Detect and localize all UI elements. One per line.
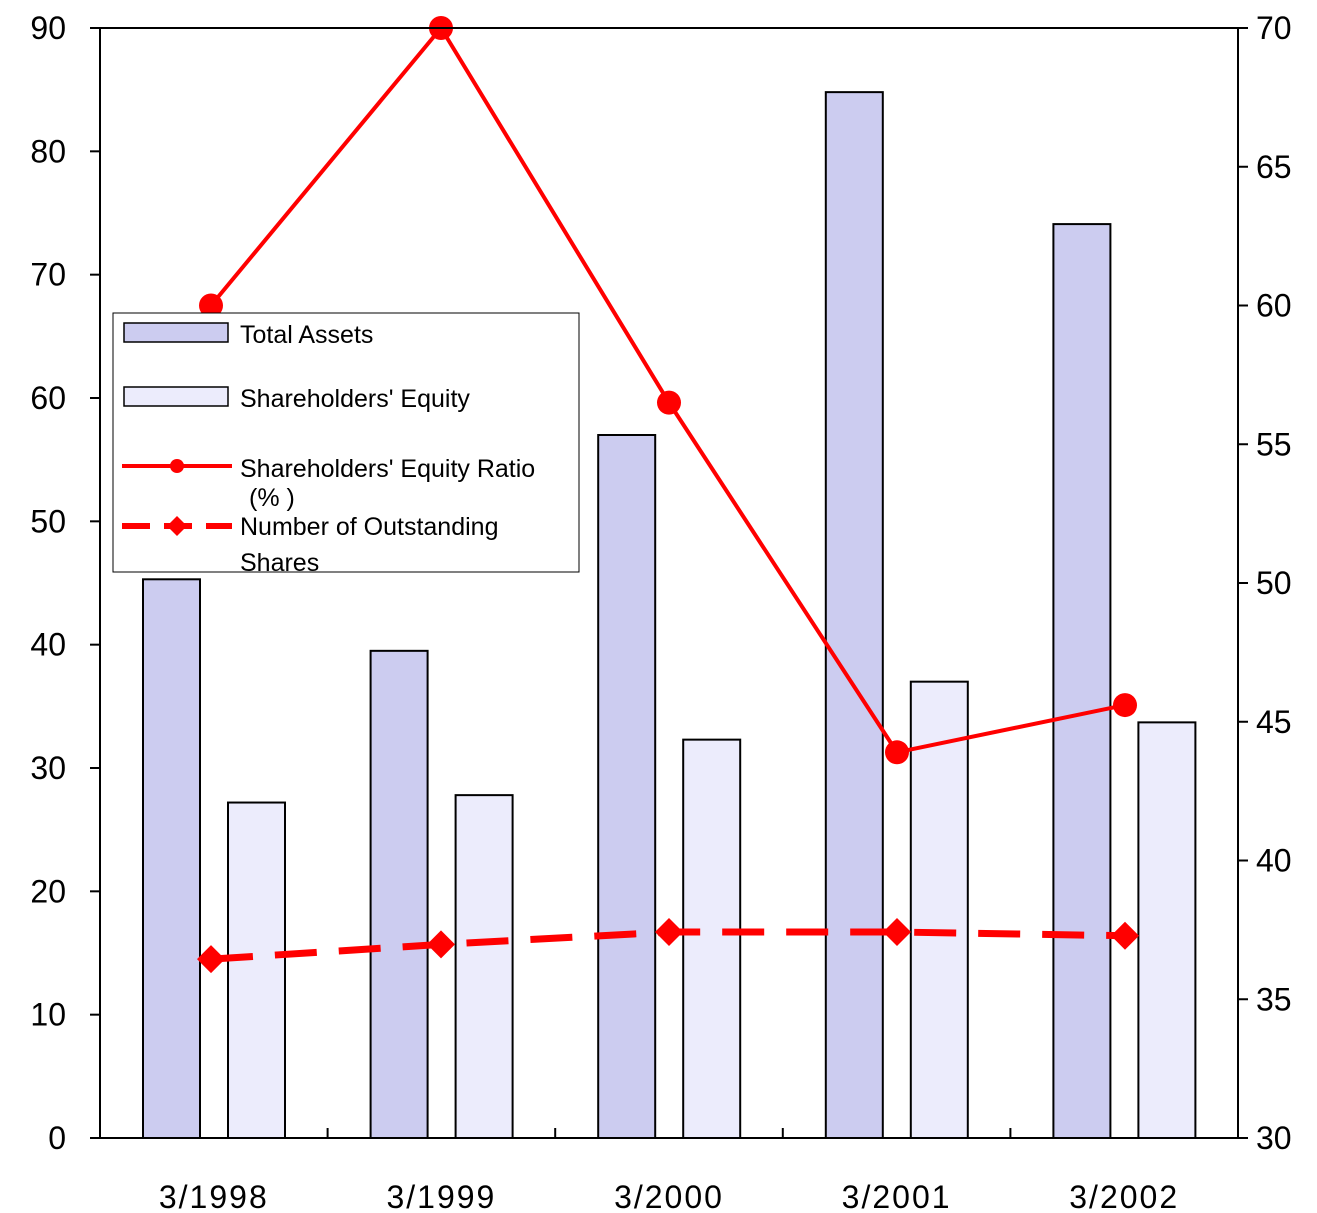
bar-shareholders-equity-1 <box>454 794 514 1140</box>
bar-total-assets-2 <box>597 434 657 1139</box>
legend-label-shareholders-equity: Shareholders' Equity <box>240 385 470 413</box>
x-axis-tick-label: 3/2001 <box>842 1179 952 1213</box>
bar-shareholders-equity-0 <box>227 801 286 1139</box>
marker-number-of-outstanding-3 <box>883 918 911 947</box>
legend-swatch-shareholders-equity <box>123 386 229 407</box>
left-axis-tick-label: 10 <box>30 997 66 1033</box>
marker-shareholders-equity-ratio-0 <box>199 293 223 318</box>
right-axis-tick-label: 35 <box>1256 981 1292 1017</box>
bar-total-assets-1 <box>369 649 429 1139</box>
right-axis: 30 35 40 45 50 55 60 65 70 <box>1238 10 1292 1156</box>
left-axis-tick-label: 80 <box>30 133 66 169</box>
bar-total-assets-4 <box>1052 223 1112 1140</box>
right-axis-tick-label: 40 <box>1256 843 1292 879</box>
bar-shareholders-equity-2 <box>682 738 742 1140</box>
legend-swatch-total-assets <box>123 322 229 343</box>
x-axis: 3/1998 3/1999 3/2000 3/2001 3/2002 <box>159 1128 1179 1213</box>
marker-number-of-outstanding-4 <box>1111 921 1139 950</box>
legend-swatch-outstanding-shares-marker <box>167 516 187 536</box>
x-axis-tick-label: 3/2000 <box>614 1179 724 1213</box>
right-axis-tick-label: 60 <box>1256 288 1292 324</box>
left-axis-tick-label: 50 <box>30 503 66 539</box>
bar-shareholders-equity-3 <box>909 680 969 1140</box>
left-axis-tick-label: 90 <box>30 10 66 46</box>
right-axis-tick-label: 65 <box>1256 149 1292 185</box>
bar-total-assets-0 <box>142 578 201 1139</box>
legend-label-outstanding-shares: Number of Outstanding <box>240 513 498 541</box>
legend-label-equity-ratio-unit: (% ) <box>249 484 295 512</box>
marker-shareholders-equity-ratio-2 <box>657 390 681 415</box>
marker-number-of-outstanding-0 <box>197 945 225 974</box>
marker-number-of-outstanding-2 <box>655 918 683 947</box>
lines-layer <box>197 16 1139 974</box>
marker-shareholders-equity-ratio-4 <box>1113 693 1137 718</box>
right-axis-tick-label: 45 <box>1256 704 1292 740</box>
left-axis-tick-label: 60 <box>30 380 66 416</box>
x-axis-tick-label: 3/1999 <box>386 1179 496 1213</box>
legend-label-outstanding-shares-line2: Shares <box>240 549 319 577</box>
x-axis-tick-label: 3/2002 <box>1069 1179 1179 1213</box>
left-axis-tick-label: 0 <box>48 1120 66 1156</box>
left-axis: 0 10 20 30 40 50 60 70 80 90 <box>30 10 100 1156</box>
legend-swatch-equity-ratio-marker <box>170 459 184 473</box>
left-axis-tick-label: 30 <box>30 750 66 786</box>
bar-total-assets-3 <box>824 91 884 1140</box>
marker-shareholders-equity-ratio-3 <box>885 740 909 765</box>
right-axis-tick-label: 55 <box>1256 426 1292 462</box>
right-axis-tick-label: 70 <box>1256 10 1292 46</box>
marker-number-of-outstanding-1 <box>427 930 455 959</box>
right-axis-tick-label: 50 <box>1256 565 1292 601</box>
legend: Total Assets Shareholders' Equity Shareh… <box>112 312 580 577</box>
left-axis-tick-label: 40 <box>30 627 66 663</box>
legend-label-equity-ratio: Shareholders' Equity Ratio <box>240 455 535 483</box>
legend-label-total-assets: Total Assets <box>240 321 373 349</box>
right-axis-tick-label: 30 <box>1256 1120 1292 1156</box>
bars-layer <box>142 91 1197 1140</box>
x-axis-tick-label: 3/1998 <box>159 1179 269 1213</box>
left-axis-tick-label: 20 <box>30 873 66 909</box>
bar-shareholders-equity-4 <box>1137 721 1197 1139</box>
left-axis-tick-label: 70 <box>30 257 66 293</box>
